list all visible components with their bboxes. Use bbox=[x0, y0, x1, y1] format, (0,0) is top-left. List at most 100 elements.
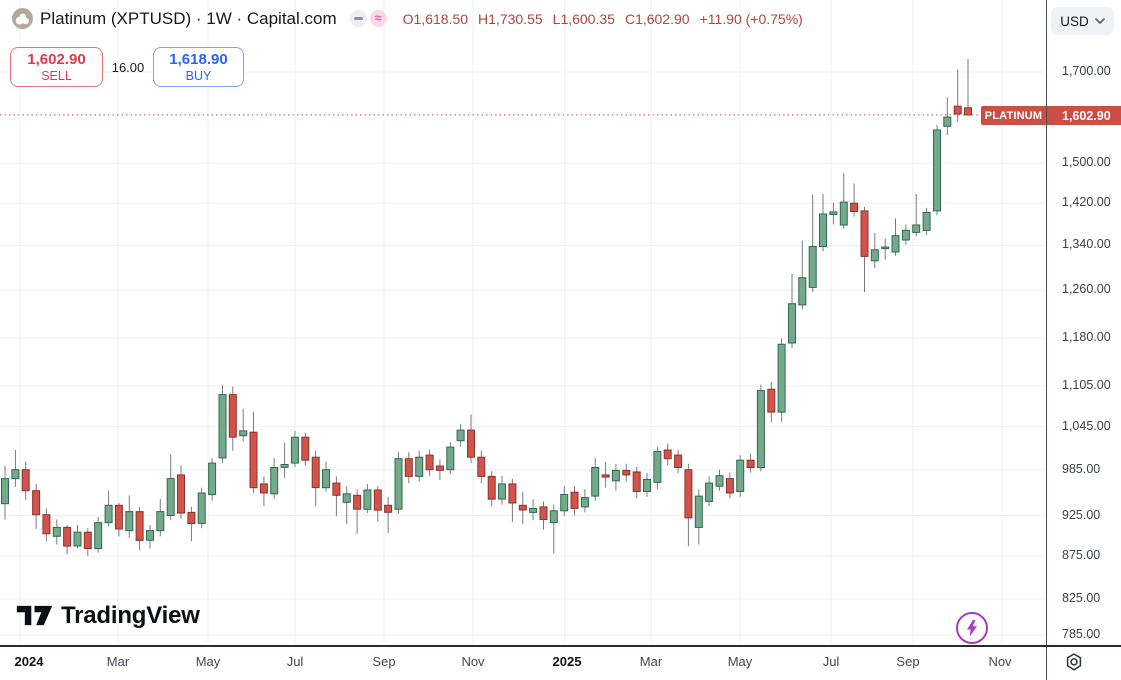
candle bbox=[580, 489, 589, 513]
candle bbox=[933, 124, 941, 216]
candle bbox=[301, 432, 310, 466]
time-tick-label: Nov bbox=[461, 654, 485, 669]
symbol-title[interactable]: Platinum (XPTUSD) · 1W · Capital.com bbox=[40, 8, 337, 28]
buy-button[interactable]: 1,618.90 BUY bbox=[153, 47, 244, 87]
platinum-symbol-icon bbox=[12, 8, 33, 29]
open-label: O bbox=[402, 10, 414, 27]
candle bbox=[218, 385, 227, 464]
candle bbox=[591, 458, 600, 501]
candle bbox=[311, 450, 320, 507]
candle bbox=[829, 202, 838, 225]
candle bbox=[715, 469, 724, 491]
buy-label: BUY bbox=[185, 69, 212, 83]
candle bbox=[694, 489, 703, 545]
low-label: L bbox=[552, 10, 561, 27]
candle bbox=[146, 525, 154, 549]
candle bbox=[353, 489, 362, 534]
candle bbox=[373, 486, 382, 522]
candle bbox=[964, 59, 972, 116]
candle bbox=[73, 525, 82, 549]
candle bbox=[943, 97, 952, 136]
candle bbox=[674, 450, 683, 474]
price-tick-label: 785.00 bbox=[1062, 627, 1101, 642]
time-tick-label: Sep bbox=[372, 654, 396, 669]
platinum-price-tag: PLATINUM bbox=[981, 106, 1046, 125]
market-closed-icon[interactable] bbox=[349, 10, 367, 27]
price-tick-label: 985.00 bbox=[1062, 461, 1101, 476]
time-tick-label: 2024 bbox=[14, 654, 44, 669]
candle bbox=[881, 238, 890, 260]
high-value: 1,730.55 bbox=[488, 10, 543, 27]
candle bbox=[177, 465, 185, 519]
high-label: H bbox=[478, 10, 489, 27]
candle bbox=[756, 384, 765, 472]
candle bbox=[611, 463, 620, 491]
close-value: 1,602.90 bbox=[635, 10, 690, 27]
candle bbox=[549, 504, 558, 554]
candle bbox=[653, 447, 662, 490]
candle bbox=[446, 442, 455, 475]
axis-settings-gear-icon[interactable] bbox=[1064, 652, 1084, 672]
candle bbox=[11, 450, 20, 487]
price-tick-label: 925.00 bbox=[1062, 507, 1101, 522]
sell-price: 1,602.90 bbox=[27, 51, 86, 68]
candle bbox=[508, 478, 517, 522]
candle bbox=[467, 414, 475, 464]
candle bbox=[684, 463, 693, 547]
sell-button[interactable]: 1,602.90 SELL bbox=[10, 47, 103, 87]
candle bbox=[819, 194, 827, 252]
candle bbox=[477, 450, 486, 484]
candle bbox=[239, 408, 248, 442]
price-tick-label: 1,045.00 bbox=[1062, 418, 1111, 433]
currency-selector[interactable]: USD bbox=[1051, 7, 1114, 35]
candle bbox=[725, 472, 734, 499]
change-value: +11.90 (+0.75%) bbox=[699, 10, 803, 27]
candle bbox=[384, 496, 393, 533]
time-tick-label: Nov bbox=[988, 654, 1012, 669]
candle bbox=[156, 499, 165, 537]
candle bbox=[870, 233, 879, 269]
candle bbox=[83, 528, 92, 556]
price-tick-label: 825.00 bbox=[1062, 590, 1101, 605]
candle bbox=[498, 475, 506, 505]
delayed-data-icon[interactable]: ≈ bbox=[369, 10, 387, 27]
chart-canvas[interactable] bbox=[0, 0, 1046, 646]
instant-trading-button[interactable] bbox=[956, 612, 988, 644]
candle bbox=[270, 458, 279, 499]
candle bbox=[901, 224, 910, 245]
price-tick-label: 875.00 bbox=[1062, 548, 1101, 562]
candle bbox=[529, 499, 538, 521]
candle bbox=[280, 442, 289, 478]
candle bbox=[601, 461, 610, 488]
candle bbox=[21, 461, 30, 500]
trade-panel: 1,602.90 SELL 16.00 1,618.90 BUY bbox=[10, 47, 244, 87]
candle bbox=[197, 487, 206, 529]
candle bbox=[891, 218, 900, 256]
candle bbox=[663, 443, 672, 466]
candle bbox=[736, 455, 745, 497]
candle bbox=[394, 452, 403, 514]
candle bbox=[228, 386, 237, 451]
price-tick-label: 1,340.00 bbox=[1062, 237, 1111, 252]
tradingview-logo[interactable]: TradingView bbox=[16, 601, 200, 630]
candle bbox=[767, 382, 776, 423]
candle bbox=[953, 69, 962, 123]
candle bbox=[539, 501, 548, 530]
time-tick-label: Jul bbox=[286, 654, 304, 669]
time-tick-label: May bbox=[727, 654, 753, 669]
tradingview-mark-icon bbox=[16, 605, 53, 626]
candle bbox=[560, 486, 569, 517]
candle bbox=[259, 476, 268, 507]
candle bbox=[52, 519, 61, 545]
candle bbox=[777, 338, 786, 422]
spread-value: 16.00 bbox=[111, 59, 145, 75]
candle bbox=[342, 486, 351, 525]
tradingview-logo-text: TradingView bbox=[61, 601, 200, 629]
low-value: 1,600.35 bbox=[560, 10, 615, 27]
price-tick-label: 1,420.00 bbox=[1062, 195, 1111, 210]
candle bbox=[114, 503, 123, 537]
price-axis-separator bbox=[1046, 0, 1047, 680]
candle bbox=[705, 476, 714, 507]
candle bbox=[839, 173, 848, 229]
time-axis-separator bbox=[0, 645, 1121, 647]
